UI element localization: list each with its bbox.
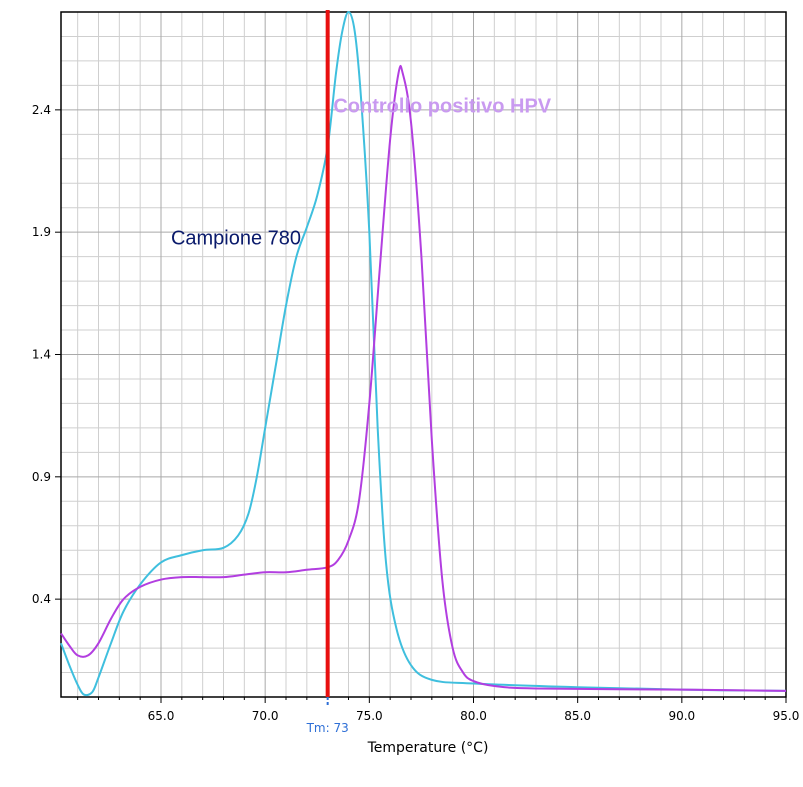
x-tick-label: 75.0: [356, 709, 383, 723]
series-layer: [60, 11, 787, 697]
x-axis-title: Temperature (°C): [367, 740, 489, 756]
y-tick-label: 2.4: [32, 103, 51, 117]
y-tick-label: 0.4: [32, 592, 51, 606]
y-tick-label: 1.4: [32, 348, 51, 362]
x-tick-label: 85.0: [564, 709, 591, 723]
series-line-campione-780: [60, 11, 787, 697]
x-tick-label: 95.0: [773, 709, 800, 723]
annotation-controllo: Controllo positivo HPV: [333, 95, 551, 117]
series-line-controllo-positivo-hpv: [60, 64, 787, 692]
x-tick-label: 65.0: [148, 709, 175, 723]
tm-marker: Tm: 73: [306, 10, 349, 735]
x-tick-label: 90.0: [668, 709, 695, 723]
annotation-campione: Campione 780: [171, 227, 301, 249]
annotations: Campione 780 Controllo positivo HPV: [171, 95, 552, 249]
y-axis-ticks: 0.4 0.9 1.4 1.9 2.4: [32, 103, 61, 606]
x-tick-label: 80.0: [460, 709, 487, 723]
y-tick-label: 1.9: [32, 225, 51, 239]
y-tick-label: 0.9: [32, 470, 51, 484]
x-tick-label: 70.0: [252, 709, 279, 723]
tm-label: Tm: 73: [306, 721, 349, 735]
x-axis-ticks: 65.0 70.0 75.0 80.0 85.0 90.0 95.0: [77, 697, 800, 723]
